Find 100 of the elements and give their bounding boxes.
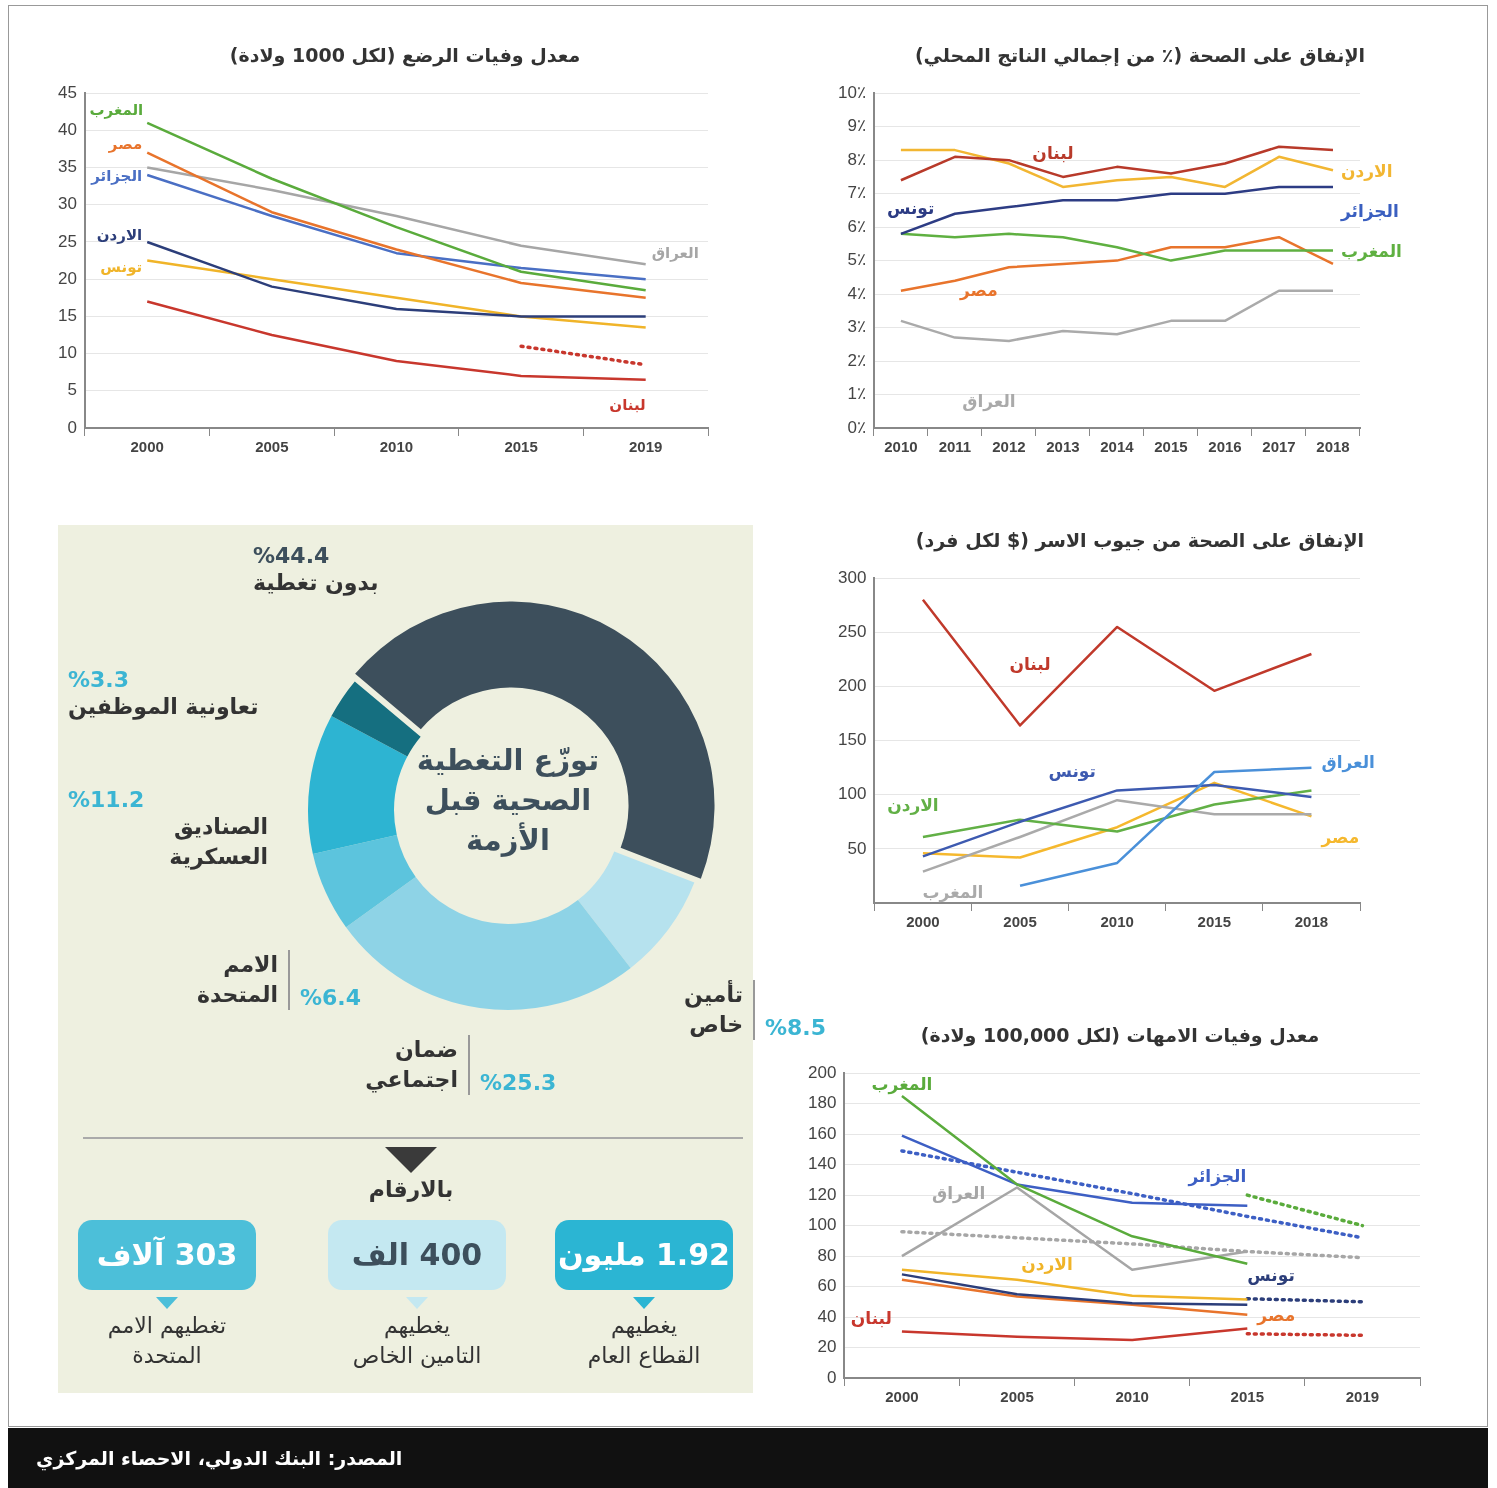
series-label: لبنان — [609, 395, 646, 414]
y-tick-label: 0 — [67, 417, 77, 437]
legend-label: الجزائر — [1339, 201, 1399, 223]
y-tick-label: 40 — [817, 1306, 837, 1326]
x-tick-label: 2010 — [884, 438, 918, 456]
y-tick-label: 200 — [837, 676, 867, 696]
x-tick-label: 2015 — [1154, 438, 1188, 456]
series-label: المغرب — [871, 1074, 933, 1096]
series-label: الاردن — [1340, 160, 1393, 181]
y-tick-label: 200 — [807, 1062, 837, 1082]
y-tick-label: 2٪ — [847, 350, 866, 370]
data-label: %44.4 — [253, 543, 330, 568]
y-tick-label: 20 — [817, 1337, 837, 1357]
series-label: مصر — [1256, 1305, 1296, 1327]
series-label: تونس — [886, 198, 935, 220]
data-label: %3.3 — [68, 667, 130, 692]
chart-title: الإنفاق على الصحة (٪ من إجمالي الناتج المحلي) — [913, 43, 1367, 69]
y-tick-label: 60 — [817, 1276, 837, 1296]
series-label: الاردن — [1021, 1254, 1073, 1275]
series-label: الاردن — [887, 795, 939, 816]
x-tick-label: 2012 — [992, 438, 1026, 456]
series-label: لبنان — [850, 1307, 892, 1328]
x-tick-label: 2018 — [1316, 438, 1350, 456]
x-tick-label: 2014 — [1100, 438, 1135, 456]
text: توزّع التغطية الصحية قبل الأزمة — [415, 742, 601, 859]
y-tick-label: 1٪ — [847, 384, 866, 404]
y-tick-label: 8٪ — [847, 149, 866, 169]
y-tick-label: 9٪ — [847, 116, 866, 136]
series-label: العراق — [931, 1182, 986, 1204]
series-label: تونس — [100, 258, 143, 277]
y-tick-label: 150 — [837, 730, 867, 750]
x-tick-label: 2000 — [885, 1388, 919, 1406]
slice-label: تأمين خاص — [643, 980, 755, 1040]
text: 400 الف — [351, 1237, 483, 1272]
text: بالارقام — [367, 1177, 455, 1202]
y-tick-label: 5 — [67, 380, 77, 400]
x-tick-label: 2019 — [629, 438, 663, 456]
x-tick-label: 2005 — [1000, 1388, 1034, 1406]
x-tick-label: 2010 — [1100, 913, 1134, 931]
series-label: الاردن — [96, 225, 143, 244]
y-tick-label: 250 — [837, 622, 867, 642]
y-tick-label: 10٪ — [837, 82, 866, 102]
data-label: %8.5 — [765, 1015, 827, 1040]
series-label: مصر — [959, 279, 998, 301]
text: المصدر: البنك الدولي، الاحصاء المركزي — [8, 1428, 1488, 1488]
series-label: مصر — [1320, 826, 1360, 848]
slice-label: الامم المتحدة — [178, 950, 290, 1010]
y-tick-label: 7٪ — [847, 183, 866, 203]
series-label: المغرب — [922, 882, 984, 904]
y-tick-label: 80 — [817, 1245, 837, 1265]
category-label: تغطيهم الامم المتحدة — [106, 1312, 228, 1370]
y-tick-label: 160 — [807, 1123, 837, 1143]
x-tick-label: 2017 — [1262, 438, 1296, 456]
text: 1.92 مليون — [558, 1237, 730, 1272]
y-tick-label: 30 — [57, 194, 77, 214]
x-tick-label: 2011 — [938, 438, 972, 456]
slice-label: الصناديق العسكرية — [168, 813, 268, 872]
y-tick-label: 300 — [837, 567, 867, 587]
x-tick-label: 2015 — [1197, 913, 1231, 931]
series-label: الجزائر — [90, 166, 143, 185]
y-tick-label: 140 — [807, 1154, 837, 1174]
x-tick-label: 2010 — [1115, 1388, 1149, 1406]
y-tick-label: 4٪ — [847, 283, 866, 303]
y-tick-label: 0 — [826, 1367, 837, 1387]
slice-label: بدون تغطية — [253, 569, 379, 598]
data-label: %11.2 — [68, 787, 145, 812]
y-tick-label: 6٪ — [847, 216, 866, 236]
y-tick-label: 20 — [57, 268, 77, 288]
series-label: المغرب — [89, 100, 144, 119]
y-tick-label: 120 — [807, 1184, 837, 1204]
series-label: تونس — [1247, 1265, 1295, 1287]
y-tick-label: 5٪ — [847, 250, 866, 270]
series-label: تونس — [1048, 760, 1096, 782]
x-tick-label: 2015 — [504, 438, 538, 456]
x-tick-label: 2000 — [906, 913, 940, 931]
series-label: الجزائر — [1187, 1166, 1247, 1188]
x-tick-label: 2018 — [1294, 913, 1329, 931]
y-tick-label: 10 — [57, 343, 77, 363]
x-tick-label: 2019 — [1345, 1388, 1380, 1406]
series-label: المغرب — [1340, 240, 1402, 262]
x-tick-label: 2010 — [379, 438, 414, 456]
x-tick-label: 2000 — [130, 438, 164, 456]
chart-title: معدل وفيات الامهات (لكل 100,000 ولادة) — [920, 1024, 1320, 1046]
y-tick-label: 100 — [807, 1215, 837, 1235]
chart-title: الإنفاق على الصحة من جيوب الاسر ($ لكل فرد) — [914, 528, 1366, 554]
y-tick-label: 40 — [57, 120, 77, 140]
y-tick-label: 50 — [847, 838, 867, 858]
y-tick-label: 35 — [57, 157, 77, 177]
y-tick-label: 180 — [807, 1093, 837, 1113]
data-label: %6.4 — [300, 985, 362, 1010]
y-tick-label: 0٪ — [847, 417, 866, 437]
slice-label: تعاونية الموظفين — [68, 693, 259, 722]
x-tick-label: 2015 — [1230, 1388, 1264, 1406]
y-tick-label: 45 — [57, 82, 77, 102]
series-label: لبنان — [1009, 653, 1051, 674]
y-tick-label: 25 — [57, 231, 77, 251]
text: 303 آلاف — [96, 1237, 238, 1272]
x-tick-label: 2013 — [1046, 438, 1080, 456]
series-label: لبنان — [1032, 143, 1074, 164]
x-tick-label: 2005 — [255, 438, 289, 456]
